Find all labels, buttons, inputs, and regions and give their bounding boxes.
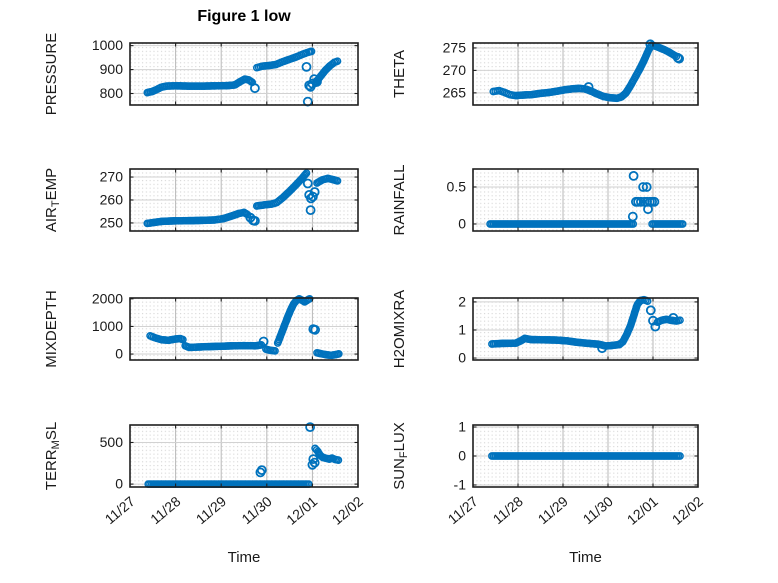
pressure-ylabel: PRESSURE bbox=[43, 33, 60, 116]
air-temp-ytick-labels: 250 260 270 bbox=[100, 169, 124, 231]
h2omixra-data-markers bbox=[488, 295, 684, 354]
theta-ytick-label: 275 bbox=[443, 39, 467, 55]
xtick-label-11-30: 11/30 bbox=[238, 493, 274, 527]
pressure-major-grid bbox=[130, 43, 358, 105]
theta-ytick-label: 270 bbox=[443, 62, 467, 78]
xtick-label-12-02: 12/02 bbox=[329, 493, 366, 528]
mixdepth-axes-box bbox=[129, 297, 359, 361]
air-temp-data-markers bbox=[143, 169, 342, 228]
pressure-data-markers bbox=[143, 47, 342, 107]
subplot-terr-msl: 0 500 TERRMSL 11/27 11/28 11/29 11/30 12/01 12/0… bbox=[43, 422, 366, 528]
rainfall-data-markers bbox=[486, 170, 687, 228]
theta-ytick-label: 265 bbox=[443, 84, 467, 100]
mixdepth-ylabel: MIXDEPTH bbox=[43, 290, 60, 368]
air-temp-ytick-label: 250 bbox=[100, 214, 124, 230]
xtick-label-11-28: 11/28 bbox=[147, 493, 183, 527]
pressure-ytick-labels: 800 900 1000 bbox=[92, 37, 123, 101]
x-axis-label-left: Time bbox=[227, 549, 261, 566]
pressure-ytick-label: 800 bbox=[100, 85, 124, 101]
subplot-sun-flux: -1 0 1 SUNFLUX 11/27 11/28 11/29 11/30 12/01 12/0… bbox=[391, 419, 706, 528]
sun-flux-data-markers bbox=[488, 452, 684, 460]
xtick-label-11-27: 11/27 bbox=[445, 493, 481, 527]
sun-flux-ylabel: SUNFLUX bbox=[391, 422, 410, 490]
pressure-ytick-label: 1000 bbox=[92, 37, 123, 53]
xtick-label-11-29: 11/29 bbox=[193, 493, 229, 527]
h2omixra-ytick-label: 1 bbox=[458, 321, 466, 337]
mixdepth-ytick-label: 0 bbox=[115, 346, 123, 362]
subplot-h2omixra: 0 1 2 H2OMIXRA bbox=[391, 290, 699, 368]
xtick-label-12-02: 12/02 bbox=[669, 493, 706, 528]
h2omixra-axes-box bbox=[472, 297, 699, 361]
rainfall-ytick-labels: 00.5 bbox=[447, 178, 467, 231]
air-temp-axes-box bbox=[129, 168, 359, 232]
x-axis-label-right: Time bbox=[569, 549, 602, 566]
mixdepth-ytick-labels: 0 1000 2000 bbox=[92, 290, 123, 361]
xtick-label-12-01: 12/01 bbox=[624, 493, 661, 528]
figure-title: Figure 1 low bbox=[197, 8, 291, 25]
pressure-ytick-label: 900 bbox=[100, 61, 124, 77]
subplot-mixdepth: 0 1000 2000 MIXDEPTH bbox=[43, 290, 359, 368]
terr-msl-xtick-labels: 11/27 11/28 11/29 11/30 12/01 12/02 bbox=[102, 493, 366, 528]
h2omixra-major-grid bbox=[473, 298, 698, 360]
rainfall-ytick-label: 0 bbox=[458, 215, 466, 231]
xtick-label-12-01: 12/01 bbox=[283, 493, 320, 528]
terr-msl-ytick-labels: 0 500 bbox=[100, 434, 124, 492]
sun-flux-ytick-label: 1 bbox=[458, 419, 466, 435]
air-temp-ytick-label: 270 bbox=[100, 169, 124, 185]
xtick-label-11-27: 11/27 bbox=[102, 493, 138, 527]
mixdepth-data-markers bbox=[146, 294, 343, 360]
air-temp-ylabel: AIRTEMP bbox=[43, 168, 62, 232]
theta-ylabel: THETA bbox=[391, 50, 408, 98]
rainfall-axes-box bbox=[472, 168, 699, 232]
sun-flux-ytick-label: 0 bbox=[458, 448, 466, 464]
h2omixra-ytick-labels: 0 1 2 bbox=[458, 293, 466, 365]
theta-data-markers bbox=[489, 39, 684, 103]
air-temp-ytick-label: 260 bbox=[100, 192, 124, 208]
theta-ytick-labels: 265 270 275 bbox=[443, 39, 467, 100]
terr-msl-axes-box bbox=[129, 424, 359, 488]
subplot-air-temp: 250 260 270 AIRTEMP bbox=[43, 168, 359, 232]
h2omixra-minor-grid bbox=[473, 298, 698, 360]
subplot-pressure: 800 900 1000 PRESSURE bbox=[43, 33, 359, 116]
sun-flux-ytick-label: -1 bbox=[454, 476, 467, 492]
h2omixra-ylabel: H2OMIXRA bbox=[391, 290, 408, 368]
pressure-axes-box bbox=[129, 42, 359, 106]
mixdepth-ytick-label: 2000 bbox=[92, 290, 123, 306]
terr-msl-ylabel: TERRMSL bbox=[43, 422, 62, 490]
sun-flux-xtick-labels: 11/27 11/28 11/29 11/30 12/01 12/02 bbox=[445, 493, 706, 528]
mixdepth-ytick-label: 1000 bbox=[92, 318, 123, 334]
h2omixra-ytick-label: 2 bbox=[458, 293, 466, 309]
sun-flux-ytick-labels: -1 0 1 bbox=[454, 419, 467, 493]
xtick-label-11-30: 11/30 bbox=[580, 493, 616, 527]
xtick-label-11-28: 11/28 bbox=[490, 493, 526, 527]
h2omixra-ytick-label: 0 bbox=[458, 350, 466, 366]
theta-axes-box bbox=[472, 42, 699, 106]
sun-flux-axes-box bbox=[472, 424, 699, 488]
subplot-theta: 265 270 275 THETA bbox=[391, 39, 699, 106]
terr-msl-ytick-label: 500 bbox=[100, 434, 124, 450]
xtick-label-11-29: 11/29 bbox=[535, 493, 571, 527]
rainfall-ytick-label: 0.5 bbox=[447, 178, 467, 194]
terr-msl-ytick-label: 0 bbox=[115, 476, 123, 492]
rainfall-ylabel: RAINFALL bbox=[391, 165, 408, 236]
